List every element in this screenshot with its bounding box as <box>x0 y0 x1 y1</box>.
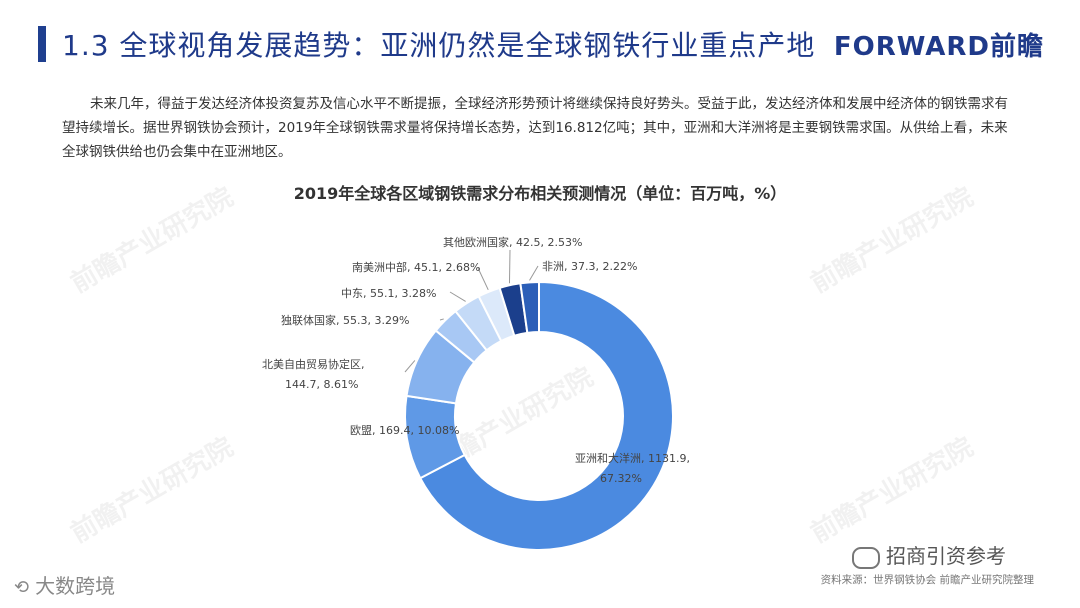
wechat-icon <box>852 546 880 569</box>
intro-paragraph: 未来几年，得益于发达经济体投资复苏及信心水平不断提振，全球经济形势预计将继续保持… <box>62 96 1008 160</box>
label-cis: 独联体国家, 55.3, 3.29% <box>281 313 409 327</box>
leader-line-2 <box>404 360 416 373</box>
label-sa: 南美洲中部, 45.1, 2.68% <box>352 260 480 274</box>
label-af: 非洲, 37.3, 2.22% <box>542 260 637 273</box>
label-eu: 欧盟, 169.4, 10.08% <box>350 424 459 437</box>
brand-icon: ⟲ <box>14 577 30 598</box>
leader-line-6 <box>508 249 511 284</box>
donut-slice-7 <box>519 280 540 334</box>
label-me: 中东, 55.1, 3.28% <box>341 287 436 300</box>
logo-chinese: 前瞻 <box>989 32 1044 62</box>
data-source: 资料来源：世界钢铁协会 前瞻产业研究院整理 <box>820 574 1034 586</box>
brand-logo: FORWARD前瞻 <box>834 26 1044 63</box>
leader-line-5 <box>477 267 489 291</box>
label-nafta: 北美自由贸易协定区, <box>262 357 365 371</box>
footer-logo-text: 大数跨境 <box>35 574 116 598</box>
leader-line-3 <box>439 318 444 321</box>
leader-line-4 <box>449 291 466 302</box>
label-asia: 亚洲和大洋洲, 1131.9, <box>575 451 690 465</box>
label-oe: 其他欧洲国家, 42.5, 2.53% <box>443 235 582 249</box>
page-title: 1.3 全球视角发展趋势：亚洲仍然是全球钢铁行业重点产地 <box>62 29 816 62</box>
wechat-account-name: 招商引资参考 <box>886 544 1006 568</box>
donut-slice-0 <box>418 280 674 551</box>
label-nafta-value: 144.7, 8.61% <box>285 378 358 391</box>
title-accent-bar <box>38 26 46 62</box>
wechat-account: 招商引资参考 <box>852 540 1006 569</box>
footer-logo: ⟲ 大数跨境 <box>14 570 115 599</box>
logo-english: FORWARD <box>833 32 990 62</box>
chart-title: 2019年全球各区域钢铁需求分布相关预测情况（单位：百万吨，%） <box>293 184 787 203</box>
label-asia-percent: 67.32% <box>600 472 642 485</box>
leader-line-7 <box>529 265 539 281</box>
